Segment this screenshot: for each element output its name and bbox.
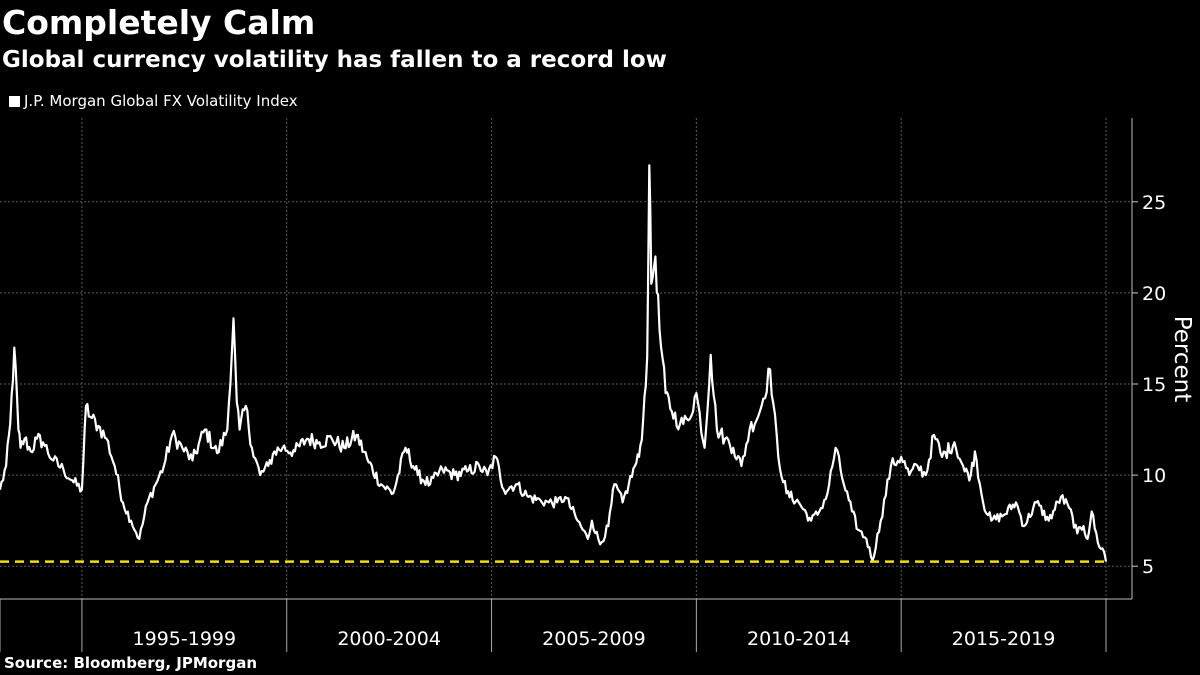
y-tick-label: 5 xyxy=(1142,556,1154,578)
x-category-label: 2015-2019 xyxy=(952,628,1056,650)
series-line-0 xyxy=(0,164,1108,562)
axis-layer xyxy=(0,118,1138,652)
y-tick-label: 20 xyxy=(1142,283,1166,305)
x-category-label: 2005-2009 xyxy=(542,628,646,650)
grid-layer xyxy=(0,118,1132,599)
y-axis-label: Percent xyxy=(1169,316,1195,403)
x-category-label: 2000-2004 xyxy=(337,628,441,650)
label-layer: 5 10 15 20 25 1995-1999 2000-2004 2005-2009 2010… xyxy=(133,192,1195,650)
y-tick-label: 10 xyxy=(1142,465,1166,487)
chart-subtitle: Global currency volatility has fallen to… xyxy=(2,47,667,73)
legend-swatch xyxy=(9,95,20,107)
y-tick-label: 25 xyxy=(1142,192,1166,214)
legend-label: J.P. Morgan Global FX Volatility Index xyxy=(24,92,298,110)
series-layer xyxy=(0,164,1108,563)
chart-legend: J.P. Morgan Global FX Volatility Index xyxy=(9,90,298,112)
source-note: Source: Bloomberg, JPMorgan xyxy=(4,654,257,672)
chart-title: Completely Calm xyxy=(2,3,316,42)
y-tick-label: 15 xyxy=(1142,374,1166,396)
x-category-label: 2010-2014 xyxy=(747,628,851,650)
x-category-label: 1995-1999 xyxy=(133,628,237,650)
